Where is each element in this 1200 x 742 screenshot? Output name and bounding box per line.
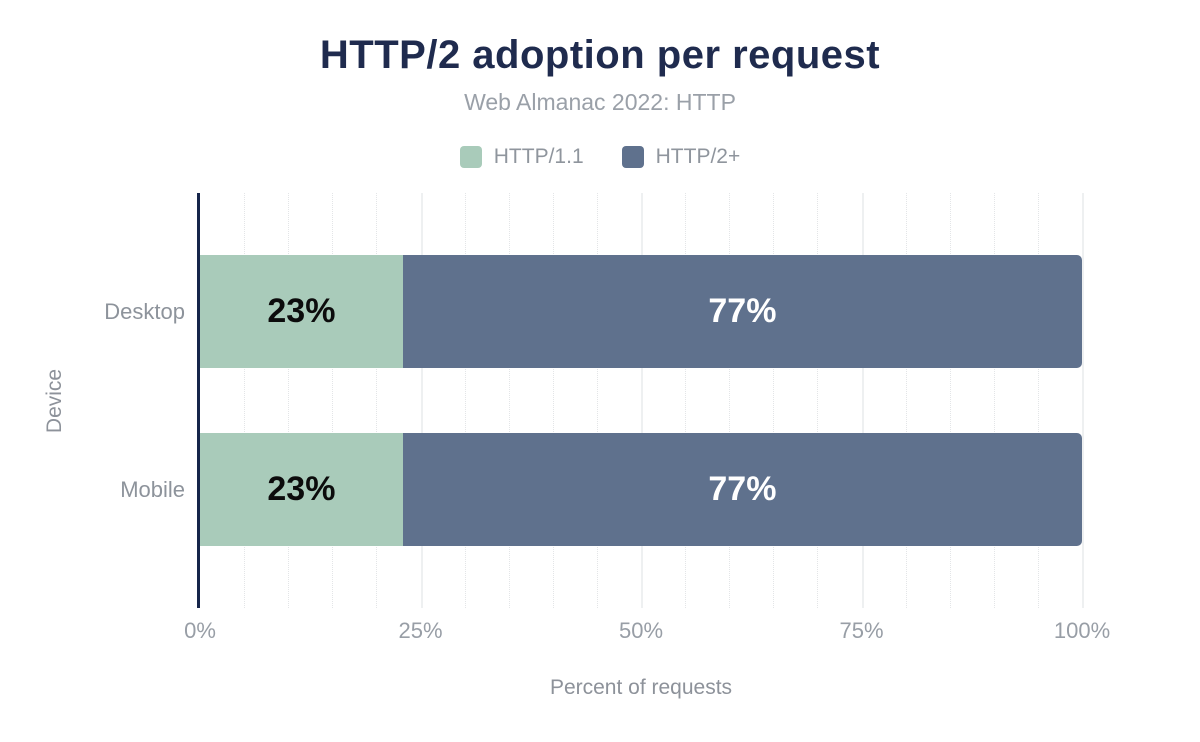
bar-segment[interactable]: 77% [402,433,1082,546]
bar-row-mobile: 23% 77% [200,433,1082,546]
minor-gridline [817,193,819,608]
category-label: Mobile [120,476,185,502]
minor-gridline [332,193,334,608]
bar-value-label: 77% [708,470,777,508]
x-tick-label: 100% [1053,618,1111,643]
minor-gridline [729,193,731,608]
bar-value-label: 23% [267,470,336,508]
minor-gridline [552,193,554,608]
plot-area: 23% 77% Desktop 23% 77% Mobile 0% 25% 50% 75% 100% [104,193,1110,643]
x-tick-label: 25% [398,618,443,643]
bar-row-desktop: 23% 77% [200,255,1082,368]
legend-label: HTTP/1.1 [493,145,584,168]
minor-gridline [949,193,951,608]
major-gridline [1082,193,1084,608]
bar-segment[interactable]: 23% [200,255,403,368]
minor-gridline [905,193,907,608]
minor-gridline [685,193,687,608]
legend-label: HTTP/2+ [655,145,741,168]
chart-subtitle: Web Almanac 2022: HTTP [464,89,736,115]
minor-gridline [773,193,775,608]
x-tick-label: 50% [618,618,664,643]
bar-segment[interactable]: 23% [200,433,403,546]
bar-segment[interactable]: 77% [402,255,1082,368]
y-axis-line [197,193,200,608]
x-axis-title: Percent of requests [549,676,733,699]
legend-item: HTTP/2+ [621,145,741,169]
y-axis-title-text: Device [43,368,67,433]
minor-gridline [376,193,378,608]
bar-value-label: 77% [708,292,777,330]
legend: HTTP/1.1 HTTP/2+ [0,142,1200,172]
x-tick-label: 75% [839,618,884,643]
x-tick-label: 0% [184,618,216,643]
chart-title: HTTP/2 adoption per request [319,33,881,77]
legend-swatch-icon [621,146,644,168]
legend-swatch-icon [459,146,482,168]
minor-gridline [244,193,246,608]
bar-value-label: 23% [267,292,336,330]
minor-gridline [596,193,598,608]
legend-item: HTTP/1.1 [459,145,584,169]
minor-gridline [1037,193,1039,608]
y-axis-title: Device [34,193,76,608]
major-gridline [420,193,423,608]
minor-gridline [993,193,995,608]
minor-gridline [508,193,510,608]
major-gridline [641,193,643,608]
minor-gridline [464,193,466,608]
minor-gridline [288,193,290,608]
major-gridline [861,193,864,608]
category-label: Desktop [104,298,185,324]
